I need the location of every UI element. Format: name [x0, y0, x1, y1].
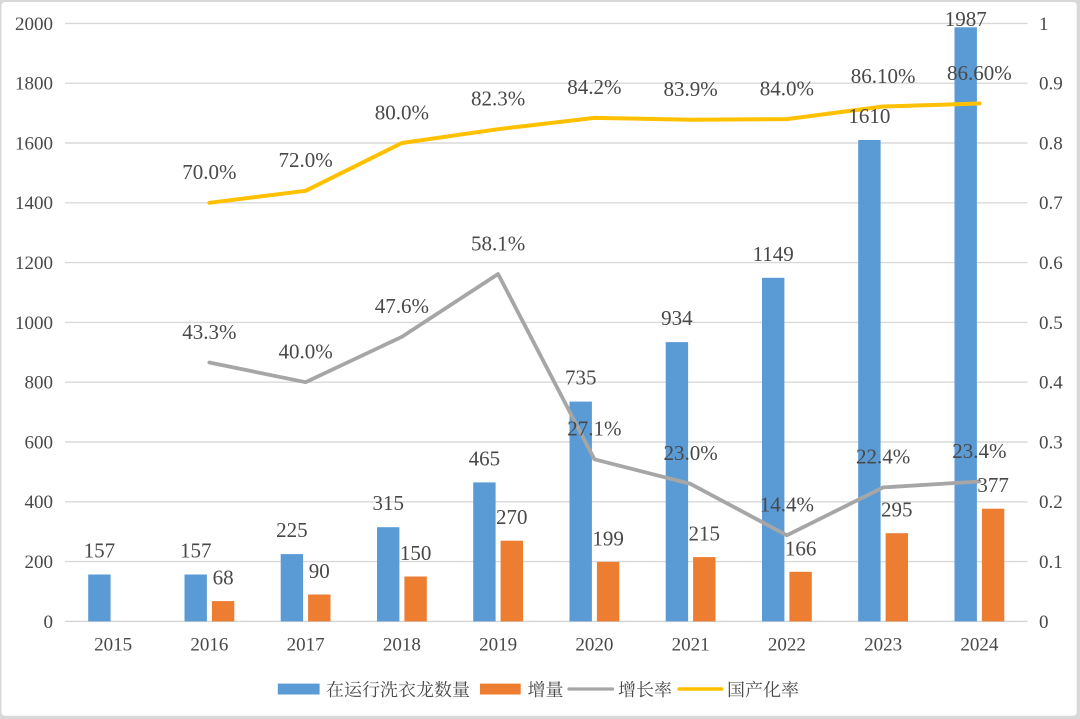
svg-text:80.0%: 80.0%	[375, 100, 429, 124]
svg-text:2016: 2016	[190, 635, 228, 656]
svg-text:23.4%: 23.4%	[952, 439, 1006, 463]
svg-text:377: 377	[977, 473, 1009, 497]
svg-text:2018: 2018	[383, 635, 421, 656]
svg-text:465: 465	[469, 446, 501, 470]
svg-text:1400: 1400	[15, 193, 53, 214]
svg-text:215: 215	[689, 522, 721, 546]
svg-text:22.4%: 22.4%	[856, 445, 910, 469]
svg-text:2020: 2020	[575, 635, 613, 656]
svg-text:0.2: 0.2	[1039, 492, 1063, 513]
svg-text:270: 270	[496, 505, 528, 529]
svg-text:315: 315	[372, 491, 404, 515]
svg-text:23.0%: 23.0%	[663, 441, 717, 465]
svg-text:1987: 1987	[945, 7, 987, 31]
svg-text:0.8: 0.8	[1039, 133, 1063, 154]
svg-text:1610: 1610	[848, 104, 890, 128]
svg-text:70.0%: 70.0%	[182, 160, 236, 184]
svg-text:150: 150	[400, 541, 432, 565]
svg-text:934: 934	[661, 306, 693, 330]
svg-text:0: 0	[1039, 612, 1049, 633]
svg-text:47.6%: 47.6%	[375, 294, 429, 318]
svg-text:86.10%: 86.10%	[851, 64, 916, 88]
svg-text:2023: 2023	[864, 635, 902, 656]
svg-text:2022: 2022	[768, 635, 806, 656]
svg-text:2017: 2017	[287, 635, 325, 656]
svg-text:40.0%: 40.0%	[278, 340, 332, 364]
svg-text:2000: 2000	[15, 14, 53, 35]
svg-text:2015: 2015	[94, 635, 132, 656]
svg-text:2024: 2024	[960, 635, 999, 656]
svg-text:1200: 1200	[15, 253, 53, 274]
svg-text:200: 200	[25, 552, 54, 573]
svg-text:1149: 1149	[753, 242, 794, 266]
svg-text:800: 800	[25, 373, 54, 394]
svg-text:157: 157	[84, 539, 116, 563]
svg-text:225: 225	[276, 518, 308, 542]
svg-text:0.7: 0.7	[1039, 193, 1063, 214]
svg-text:0.5: 0.5	[1039, 313, 1063, 334]
svg-text:82.3%: 82.3%	[471, 87, 525, 111]
svg-text:295: 295	[881, 498, 913, 522]
svg-text:1000: 1000	[15, 313, 53, 334]
svg-text:0.6: 0.6	[1039, 253, 1063, 274]
svg-text:157: 157	[180, 539, 212, 563]
svg-text:72.0%: 72.0%	[278, 148, 332, 172]
svg-text:90: 90	[309, 559, 330, 583]
svg-text:0.3: 0.3	[1039, 432, 1063, 453]
svg-text:68: 68	[213, 566, 234, 590]
svg-text:2021: 2021	[672, 635, 710, 656]
svg-text:1800: 1800	[15, 74, 53, 95]
svg-text:27.1%: 27.1%	[567, 417, 621, 441]
svg-text:43.3%: 43.3%	[182, 320, 236, 344]
svg-text:0.1: 0.1	[1039, 552, 1063, 573]
svg-text:1600: 1600	[15, 133, 53, 154]
svg-text:14.4%: 14.4%	[760, 493, 814, 517]
svg-text:84.0%: 84.0%	[760, 76, 814, 100]
svg-text:0.9: 0.9	[1039, 74, 1063, 95]
svg-text:2019: 2019	[479, 635, 517, 656]
svg-text:0.4: 0.4	[1039, 373, 1063, 394]
svg-text:83.9%: 83.9%	[663, 77, 717, 101]
svg-text:1: 1	[1039, 14, 1049, 35]
svg-text:735: 735	[565, 366, 597, 390]
svg-text:600: 600	[25, 432, 54, 453]
svg-text:58.1%: 58.1%	[471, 231, 525, 255]
svg-text:84.2%: 84.2%	[567, 75, 621, 99]
svg-text:166: 166	[785, 536, 817, 560]
svg-text:400: 400	[25, 492, 54, 513]
svg-text:0: 0	[44, 612, 54, 633]
svg-text:86.60%: 86.60%	[947, 61, 1012, 85]
svg-text:199: 199	[592, 526, 624, 550]
